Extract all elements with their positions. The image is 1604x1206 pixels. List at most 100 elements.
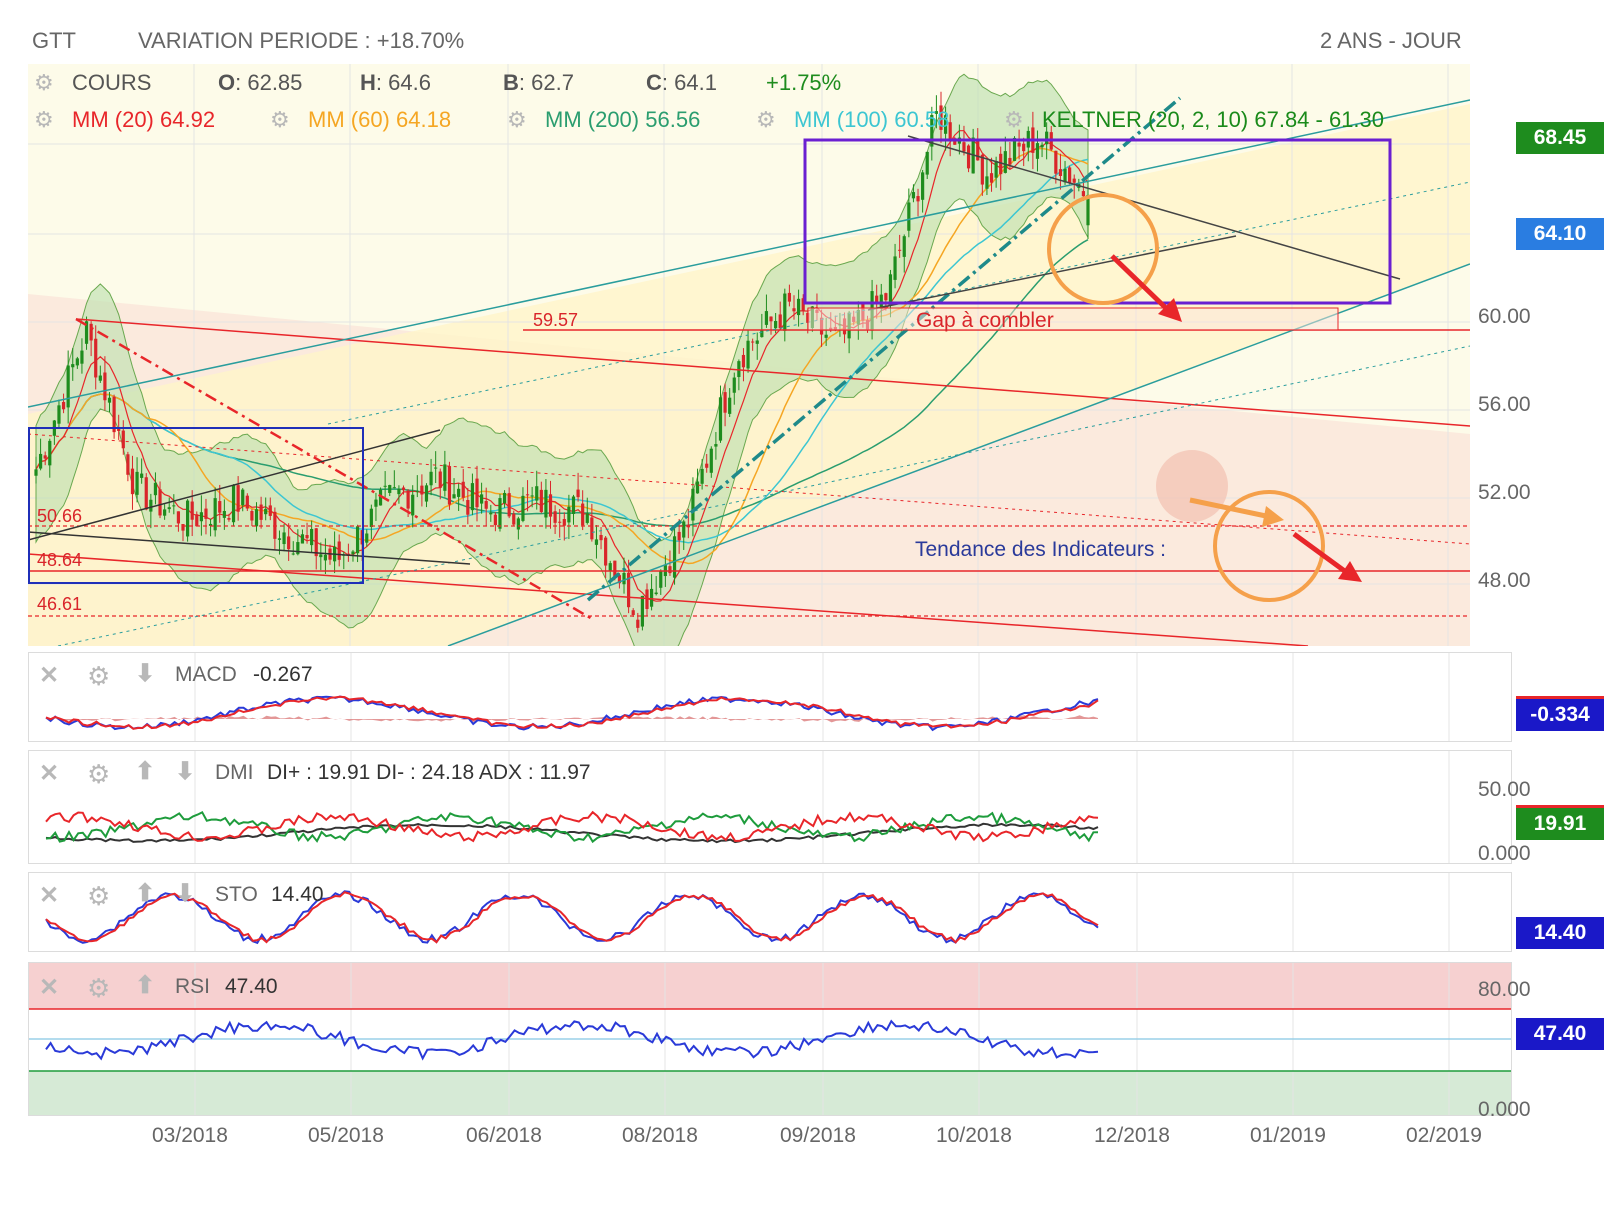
candle (489, 504, 493, 522)
candle (746, 330, 750, 373)
candle (737, 359, 741, 391)
candle (695, 468, 700, 494)
mm200-line (81, 239, 1089, 527)
rsi-move-up-icon[interactable]: ⬆ (135, 972, 156, 999)
low-key: B (503, 70, 519, 95)
trend-annotation: Tendance des Indicateurs : (915, 538, 1166, 561)
candle (1068, 165, 1072, 185)
candle (567, 494, 571, 540)
x-tick-label: 02/2019 (1406, 1124, 1482, 1147)
candle (259, 496, 263, 529)
candle (622, 557, 626, 594)
period-selector[interactable]: 2 ANS - JOUR (1320, 28, 1462, 53)
trend-circle (1213, 490, 1325, 602)
candle (429, 458, 433, 496)
candle (801, 294, 805, 316)
candle (231, 484, 236, 527)
rsi-overbought-zone (29, 963, 1511, 1009)
candle (80, 338, 84, 374)
candle (1072, 174, 1076, 199)
candle (976, 128, 980, 161)
candle (943, 106, 948, 151)
candle (535, 470, 539, 510)
sto-k-line (45, 890, 1099, 945)
candle (75, 356, 79, 369)
macd-gear-icon[interactable]: ⚙ (87, 661, 111, 691)
price-chart[interactable]: 59.57 50.66 48.64 46.61 Gap à combler Te… (28, 64, 1470, 646)
candle (38, 438, 43, 471)
x-tick-label: 05/2018 (308, 1124, 384, 1147)
candle (921, 170, 925, 213)
candle (130, 455, 135, 510)
mm60-gear-icon[interactable]: ⚙ (270, 107, 290, 132)
candle (691, 477, 695, 537)
candle (411, 485, 415, 528)
symbol-label: GTT (32, 28, 76, 53)
channel-upper (28, 99, 1470, 408)
mm100-gear-icon[interactable]: ⚙ (756, 107, 776, 132)
candle (43, 451, 47, 466)
open-value: : 62.85 (235, 70, 303, 95)
candle (94, 325, 98, 390)
price-tick-56: 56.00 (1478, 393, 1531, 416)
macd-close-icon[interactable]: ✕ (39, 662, 60, 689)
keltner-gear-icon[interactable]: ⚙ (1004, 107, 1024, 132)
candle (291, 541, 295, 556)
candle (264, 497, 268, 521)
cours-gear-icon[interactable]: ⚙ (34, 70, 54, 95)
candle (475, 465, 479, 522)
candle (530, 486, 534, 508)
sto-move-up-icon[interactable]: ⬆ (135, 880, 156, 907)
rsi-panel: ✕ ⚙ ⬆ RSI 47.40 (28, 962, 1512, 1116)
resistance-line (75, 318, 1470, 427)
candle (723, 383, 727, 427)
mm20-gear-icon[interactable]: ⚙ (34, 107, 54, 132)
candle (447, 461, 452, 510)
candle (907, 188, 911, 238)
change-label: +1.75% (766, 70, 842, 95)
candle (57, 399, 61, 428)
candle (548, 480, 553, 529)
rsi-gear-icon[interactable]: ⚙ (87, 973, 111, 1003)
candle (112, 394, 116, 439)
rsi-line (45, 1019, 1099, 1061)
candle (103, 356, 107, 411)
rsi-close-icon[interactable]: ✕ (39, 974, 60, 1001)
sto-gear-icon[interactable]: ⚙ (87, 881, 111, 911)
macd-signal-line (45, 695, 1099, 730)
dmi-tick-0: 0.000 (1478, 842, 1531, 865)
candle (576, 472, 580, 502)
candle (34, 456, 38, 484)
mid-dotted-red (28, 433, 1470, 545)
top-circle (1047, 193, 1159, 305)
dmi-move-down-icon[interactable]: ⬇ (175, 758, 196, 785)
price-tick-48: 48.00 (1478, 569, 1531, 592)
candle (314, 527, 318, 570)
candle (502, 490, 507, 508)
dmi-close-icon[interactable]: ✕ (39, 760, 60, 787)
macd-move-down-icon[interactable]: ⬇ (135, 660, 156, 687)
candle (783, 288, 787, 342)
mm60-line (35, 147, 1089, 565)
candle (796, 289, 801, 327)
mm20-value: 64.92 (160, 107, 216, 132)
mm200-gear-icon[interactable]: ⚙ (507, 107, 527, 132)
candle (181, 523, 185, 542)
sto-move-down-icon[interactable]: ⬇ (175, 880, 196, 907)
candle (438, 468, 442, 500)
uptrend-dashdot (586, 96, 1182, 602)
dmi-move-up-icon[interactable]: ⬆ (135, 758, 156, 785)
dmi-gear-icon[interactable]: ⚙ (87, 759, 111, 789)
candle (204, 498, 208, 535)
sto-close-icon[interactable]: ✕ (39, 882, 60, 909)
candle (925, 151, 929, 179)
candle (144, 473, 148, 511)
candle (627, 559, 631, 614)
candle (158, 481, 162, 519)
candle (287, 523, 291, 561)
candle (792, 295, 796, 320)
sto-panel: ✕ ⚙ ⬆ ⬇ STO 14.40 (28, 872, 1512, 952)
candle (512, 510, 516, 526)
candle (365, 529, 369, 547)
rsi-name: RSI (175, 975, 211, 998)
